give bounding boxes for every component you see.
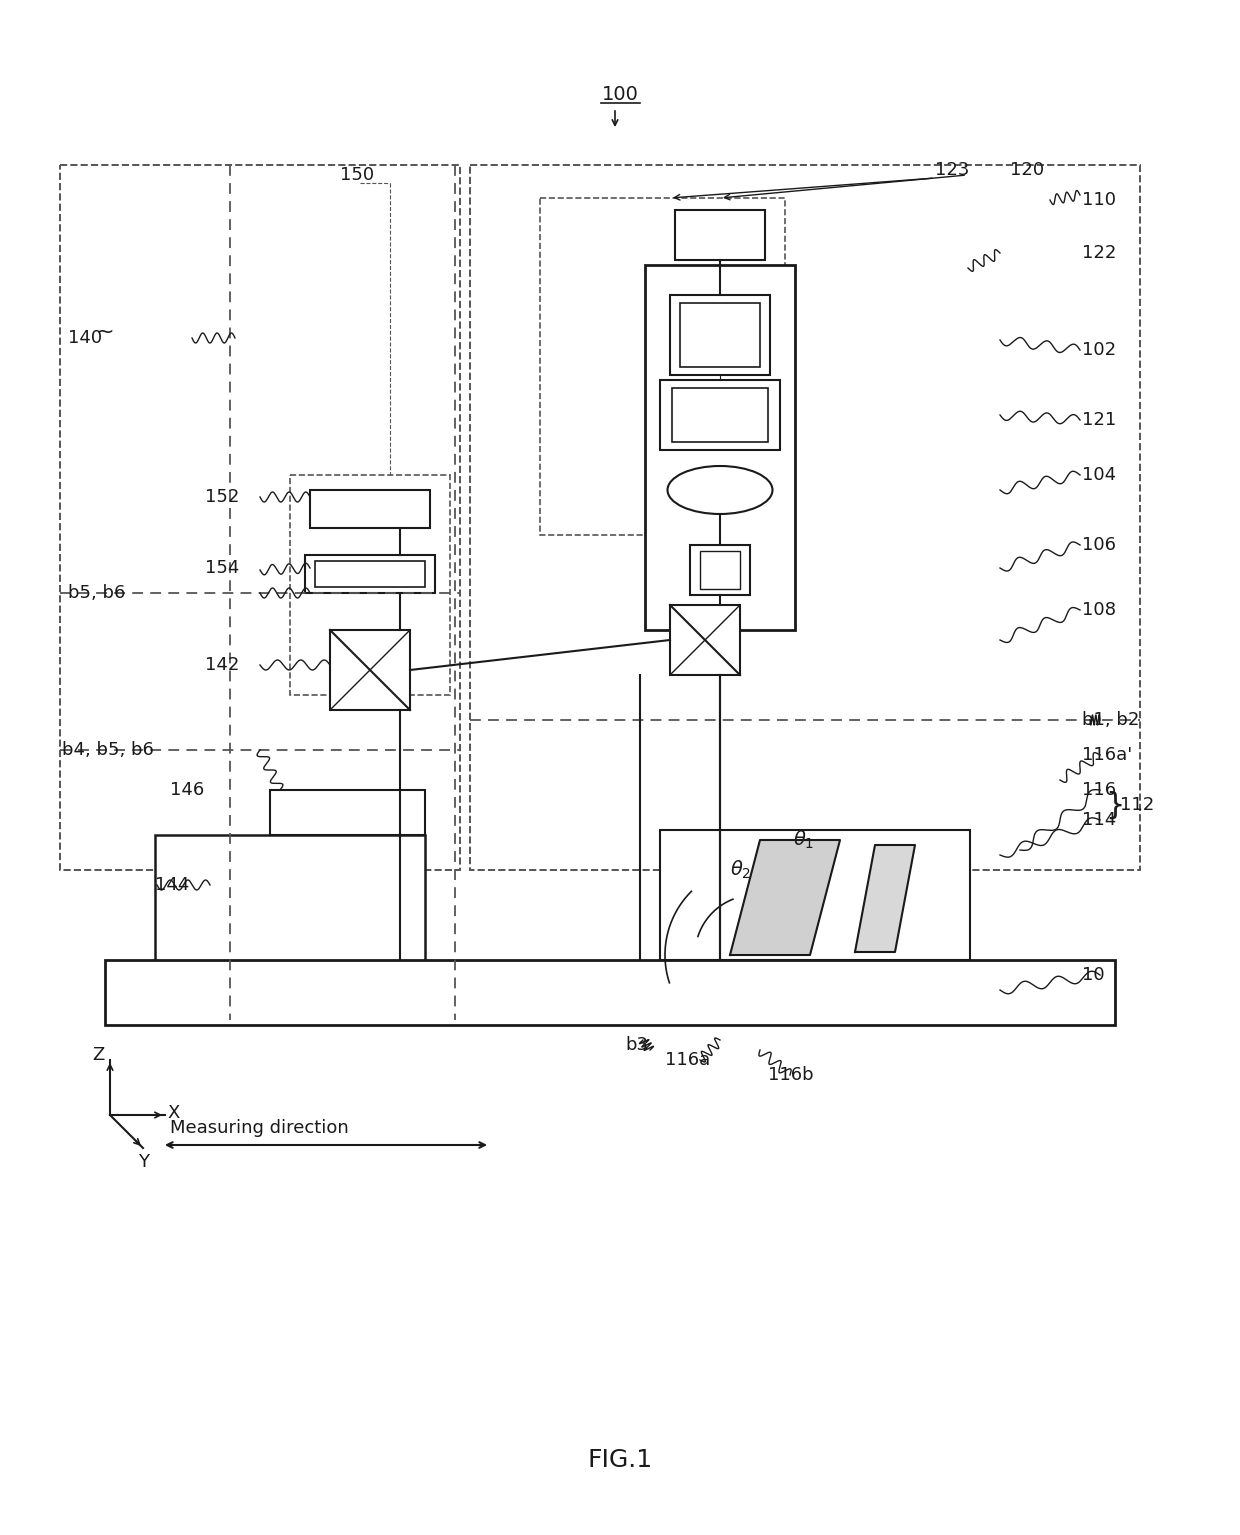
Bar bbox=[670, 295, 770, 375]
Text: Z: Z bbox=[92, 1045, 104, 1064]
Polygon shape bbox=[730, 840, 839, 955]
Text: }: } bbox=[1105, 791, 1125, 820]
Text: b4, b5, b6: b4, b5, b6 bbox=[62, 741, 154, 758]
Text: 114: 114 bbox=[1083, 810, 1116, 829]
Text: 116a': 116a' bbox=[1083, 746, 1132, 764]
Text: X: X bbox=[167, 1104, 180, 1122]
Text: 108: 108 bbox=[1083, 602, 1116, 619]
Bar bbox=[539, 198, 785, 536]
Text: 116b: 116b bbox=[768, 1065, 813, 1084]
Text: b1, b2: b1, b2 bbox=[1083, 711, 1140, 729]
Bar bbox=[701, 551, 740, 589]
Bar bbox=[672, 388, 768, 442]
Bar bbox=[330, 629, 410, 711]
Text: 120: 120 bbox=[1011, 161, 1044, 180]
Text: 154: 154 bbox=[205, 559, 239, 577]
Text: Measuring direction: Measuring direction bbox=[170, 1119, 348, 1137]
Text: 150: 150 bbox=[340, 166, 374, 184]
Bar bbox=[675, 210, 765, 259]
Text: Y: Y bbox=[138, 1153, 149, 1171]
Text: 140: 140 bbox=[68, 328, 102, 347]
Polygon shape bbox=[856, 844, 915, 952]
Text: 146: 146 bbox=[170, 781, 205, 800]
Bar bbox=[290, 474, 450, 695]
Bar bbox=[155, 835, 425, 985]
Bar bbox=[670, 605, 740, 675]
Text: 100: 100 bbox=[601, 86, 639, 104]
Bar bbox=[680, 302, 760, 367]
Text: 104: 104 bbox=[1083, 467, 1116, 484]
Bar bbox=[645, 266, 795, 629]
Bar bbox=[689, 545, 750, 596]
Bar bbox=[60, 164, 460, 870]
Text: 152: 152 bbox=[205, 488, 239, 507]
Ellipse shape bbox=[667, 467, 773, 514]
Bar bbox=[105, 959, 1115, 1025]
Text: 116a: 116a bbox=[665, 1051, 711, 1068]
Text: 121: 121 bbox=[1083, 411, 1116, 428]
Text: b5, b6: b5, b6 bbox=[68, 583, 125, 602]
Bar bbox=[660, 830, 970, 959]
Text: 142: 142 bbox=[205, 655, 239, 674]
Text: 110: 110 bbox=[1083, 190, 1116, 209]
Text: 112: 112 bbox=[1120, 797, 1154, 814]
Bar bbox=[270, 791, 425, 835]
Text: 10: 10 bbox=[1083, 966, 1105, 984]
Text: 123: 123 bbox=[935, 161, 970, 180]
Text: FIG.1: FIG.1 bbox=[588, 1448, 652, 1472]
Text: 102: 102 bbox=[1083, 341, 1116, 359]
Text: ~: ~ bbox=[95, 322, 114, 342]
Text: 116: 116 bbox=[1083, 781, 1116, 800]
Text: $\theta_2$: $\theta_2$ bbox=[730, 860, 751, 881]
Bar bbox=[310, 490, 430, 528]
Text: 144: 144 bbox=[155, 876, 190, 893]
Bar bbox=[315, 560, 425, 586]
Bar bbox=[660, 381, 780, 450]
Text: b3: b3 bbox=[625, 1036, 649, 1055]
Text: 122: 122 bbox=[1083, 244, 1116, 262]
Text: 106: 106 bbox=[1083, 536, 1116, 554]
Bar bbox=[470, 164, 1140, 870]
Text: $\theta_1$: $\theta_1$ bbox=[794, 829, 815, 850]
Bar bbox=[305, 556, 435, 593]
